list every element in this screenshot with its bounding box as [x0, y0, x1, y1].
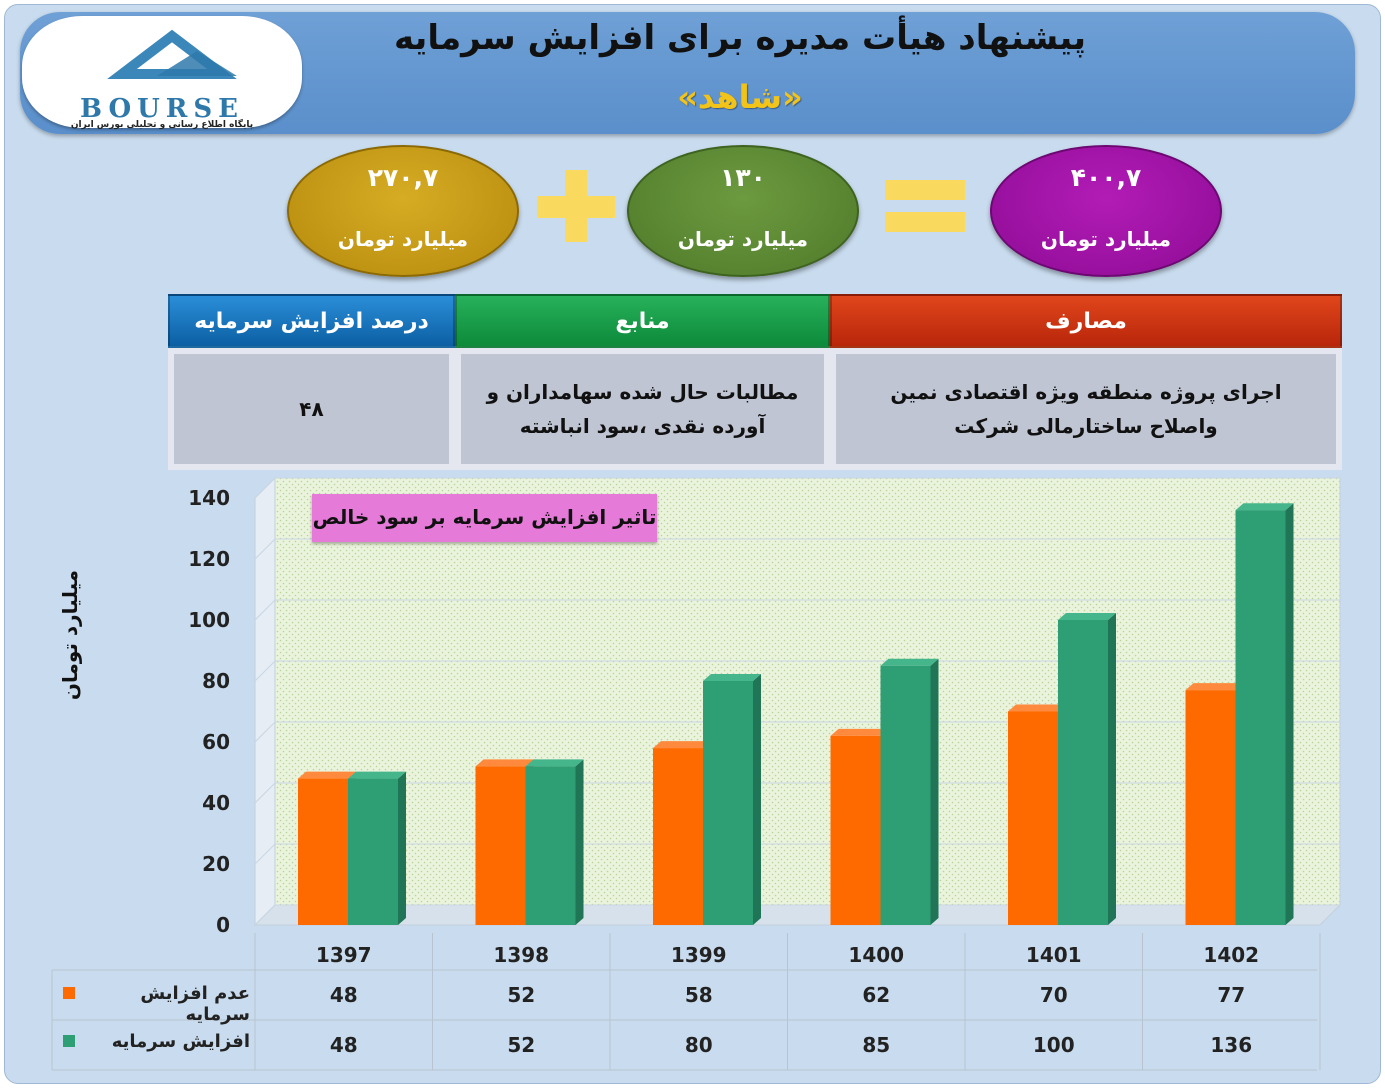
bar-increase	[525, 766, 576, 925]
y-axis-label: میلیارد تومان	[58, 569, 82, 701]
x-tick-label: 1402	[1203, 943, 1260, 967]
bar-increase	[1058, 620, 1108, 925]
data-label: 48	[329, 983, 358, 1007]
y-tick-label: 100	[188, 608, 230, 632]
x-tick-label: 1401	[1025, 943, 1082, 967]
bar-side-face	[575, 759, 584, 925]
y-tick-label: 120	[188, 547, 230, 571]
current-capital-value: ۲۷۰,۷	[367, 163, 439, 192]
legend-label: عدم افزایش سرمایه	[140, 983, 250, 1025]
equals-icon-lower	[885, 212, 965, 232]
x-tick-label: 1398	[493, 943, 550, 967]
x-tick-label: 1399	[670, 943, 727, 967]
data-label: 62	[862, 983, 891, 1007]
cell-sources: مطالبات حال شده سهامداران و آورده نقدی ،…	[455, 348, 830, 470]
bar-side-face	[930, 658, 939, 925]
bar-no-increase	[653, 748, 703, 925]
y-tick-label: 80	[202, 669, 230, 693]
legend-swatch	[63, 1035, 75, 1047]
logo-word: BOURSE	[80, 94, 244, 124]
chart-title: تاثیر افزایش سرمایه بر سود خالص	[312, 494, 657, 542]
data-label: 58	[684, 983, 713, 1007]
bar-side-face	[398, 771, 406, 925]
y-tick-label: 140	[188, 486, 230, 510]
bar-side-face	[1108, 613, 1116, 925]
current-capital-unit: میلیارد تومان	[337, 227, 469, 251]
gridline	[254, 599, 1340, 621]
data-label: 80	[684, 1033, 713, 1057]
y-tick-label: 60	[202, 730, 230, 754]
x-tick-label: 1397	[315, 943, 372, 967]
bar-top-face	[1235, 503, 1294, 511]
y-tick-label: 0	[216, 913, 230, 937]
plus-icon-vertical	[565, 170, 587, 242]
current-capital-oval: ۲۷۰,۷ میلیارد تومان	[287, 145, 519, 277]
legend-swatch	[63, 987, 75, 999]
bar-top-face	[830, 728, 889, 736]
bourse24-logo: BOURSE پایگاه اطلاع رسانی و تحلیلی بورس …	[22, 16, 302, 130]
data-label: 136	[1210, 1033, 1253, 1057]
increase-amount-value: ۱۳۰	[720, 163, 766, 192]
gridline	[254, 843, 1340, 865]
bar-top-face	[880, 658, 939, 666]
bar-top-face	[298, 771, 356, 779]
gridline	[254, 782, 1340, 804]
cell-expenses: اجرای پروژه منطقه ویژه اقتصادی نمین واصل…	[830, 348, 1342, 470]
bar-increase	[1235, 510, 1286, 925]
data-label: 52	[507, 983, 536, 1007]
bar-top-face	[525, 759, 584, 767]
equals-icon	[885, 180, 965, 200]
header-sources: منابع	[455, 294, 830, 348]
bar-top-face	[703, 674, 761, 681]
plot-back-wall	[274, 477, 1341, 906]
legend-label: افزایش سرمایه	[111, 1031, 250, 1052]
bar-no-increase	[475, 766, 526, 925]
new-capital-value: ۴۰۰,۷	[1070, 163, 1142, 192]
cell-percent: ۴۸	[168, 348, 455, 470]
logo-tagline: پایگاه اطلاع رسانی و تحلیلی بورس ایران	[70, 120, 254, 130]
bar-top-face	[1185, 683, 1244, 691]
x-tick-label: 1400	[848, 943, 905, 967]
data-label: 77	[1217, 983, 1246, 1007]
bar-increase	[348, 778, 398, 925]
gridline	[254, 538, 1340, 560]
page-title: پیشنهاد هیأت مدیره برای افزایش سرمایه	[393, 18, 1087, 58]
bar-side-face	[1285, 503, 1294, 925]
gridline	[254, 904, 1340, 926]
bar-no-increase	[1008, 711, 1058, 925]
data-label: 52	[507, 1033, 536, 1057]
plot-floor	[253, 904, 1342, 926]
logo-mark-icon	[107, 29, 237, 79]
bar-top-face	[1058, 613, 1116, 620]
company-name: «شاهد»	[677, 78, 803, 116]
gridline	[254, 721, 1340, 743]
data-label: 48	[329, 1033, 358, 1057]
bar-increase	[880, 665, 931, 925]
y-tick-label: 20	[202, 852, 230, 876]
increase-amount-unit: میلیارد تومان	[677, 227, 809, 251]
bar-top-face	[475, 759, 534, 767]
bar-top-face	[348, 771, 406, 779]
bar-no-increase	[1185, 690, 1236, 925]
header-percent: درصد افزایش سرمایه	[168, 294, 455, 348]
bar-no-increase	[298, 778, 348, 925]
increase-amount-oval: ۱۳۰ میلیارد تومان	[627, 145, 859, 277]
plot-side-wall	[254, 476, 276, 927]
gridline	[254, 660, 1340, 682]
new-capital-oval: ۴۰۰,۷ میلیارد تومان	[990, 145, 1222, 277]
gridline	[254, 477, 1340, 499]
bar-top-face	[1008, 704, 1066, 712]
bar-top-face	[653, 741, 711, 749]
bar-increase	[703, 681, 753, 925]
bar-side-face	[753, 674, 761, 925]
data-label: 70	[1039, 983, 1068, 1007]
data-label: 85	[862, 1033, 891, 1057]
new-capital-unit: میلیارد تومان	[1040, 227, 1172, 251]
header-expenses: مصارف	[830, 294, 1342, 348]
data-label: 100	[1032, 1033, 1075, 1057]
y-tick-label: 40	[202, 791, 230, 815]
bar-no-increase	[830, 735, 881, 925]
